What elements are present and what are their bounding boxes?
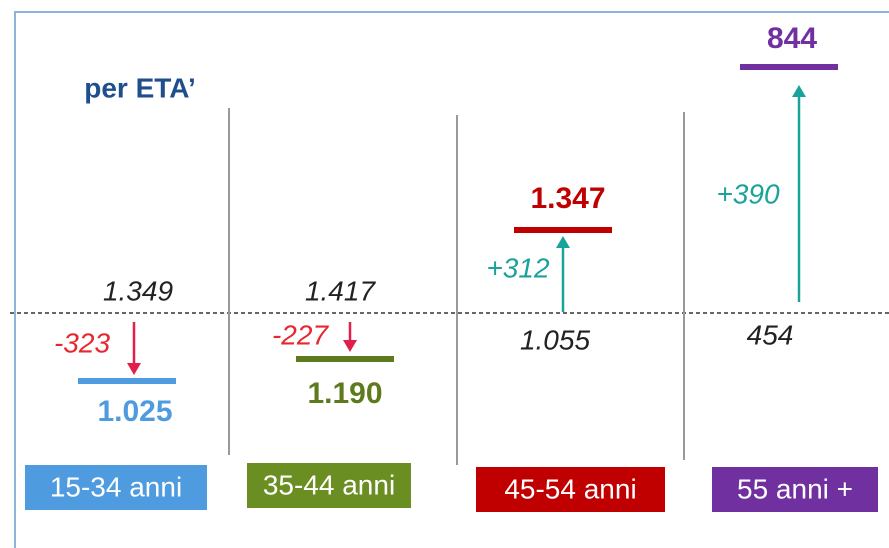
group-label: 35-44 anni [263,469,395,500]
arrow-head [556,236,570,248]
before-value: 1.417 [305,275,376,306]
before-value: 1.055 [520,324,590,355]
before-value: 454 [747,319,794,350]
title: per ETA’ [84,72,196,103]
label-box [247,463,411,508]
level-bar [740,64,838,70]
group-label: 55 anni + [737,473,853,504]
label-box [25,465,207,510]
label-box [476,467,665,512]
level-bar [514,227,612,233]
after-value: 844 [767,22,817,55]
arrow-head [343,340,357,352]
arrow-head [127,363,141,375]
level-bar [296,356,394,362]
group-label: 15-34 anni [50,471,182,502]
after-value: 1.347 [530,182,605,215]
arrow-head [792,85,806,97]
change-value: -227 [272,319,329,350]
before-value: 1.349 [103,275,173,306]
change-value: -323 [54,327,110,358]
group-label: 45-54 anni [504,473,636,504]
after-value: 1.190 [307,377,382,410]
change-value: +390 [716,178,779,209]
frame [14,11,889,548]
label-box [712,467,878,512]
level-bar [78,378,176,384]
after-value: 1.025 [97,395,172,428]
change-value: +312 [486,252,549,283]
